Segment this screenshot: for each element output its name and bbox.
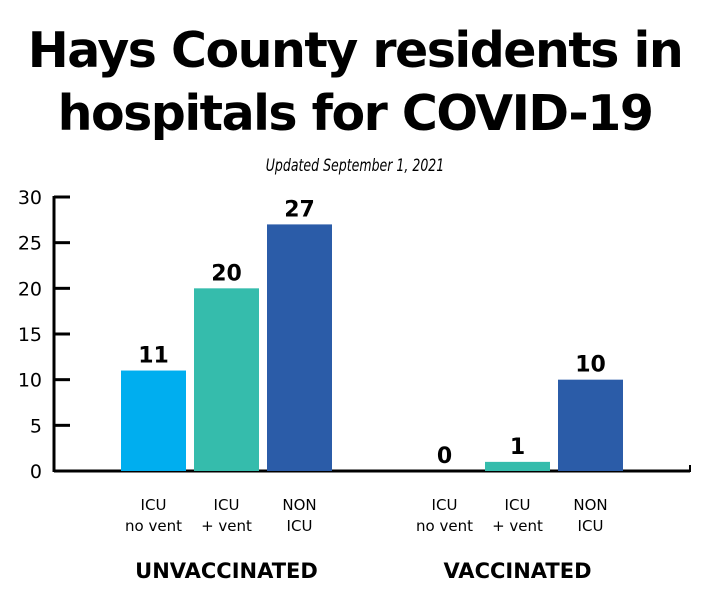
bar — [194, 288, 259, 471]
chart-title-line-2: hospitals for COVID-19 — [57, 85, 654, 142]
y-tick-label: 25 — [18, 233, 42, 255]
y-tick-label: 20 — [18, 278, 42, 300]
group-label: VACCINATED — [443, 559, 591, 583]
category-label-line-1: ICU — [141, 496, 167, 514]
category-label-line-1: ICU — [432, 496, 458, 514]
bar — [121, 370, 186, 471]
category-label-line-2: + vent — [201, 517, 252, 535]
y-tick-label: 5 — [30, 415, 42, 437]
bar-value-label: 10 — [575, 353, 606, 378]
bar — [485, 461, 550, 471]
y-tick-label: 10 — [18, 370, 42, 392]
bar — [558, 379, 623, 471]
bar-value-label: 11 — [138, 344, 169, 369]
y-tick-label: 15 — [18, 324, 42, 346]
chart-subtitle: Updated September 1, 2021 — [265, 156, 445, 176]
category-label-line-2: + vent — [492, 517, 543, 535]
category-label-line-1: ICU — [505, 496, 531, 514]
y-tick-label: 30 — [18, 187, 42, 209]
bar-value-label: 0 — [437, 444, 452, 469]
bar-value-label: 20 — [211, 261, 242, 286]
y-tick-label: 0 — [30, 461, 42, 483]
bar — [267, 224, 332, 471]
category-label-line-2: no vent — [416, 517, 473, 535]
bar-value-label: 1 — [510, 435, 525, 460]
category-label-line-1: ICU — [214, 496, 240, 514]
category-label-line-2: ICU — [578, 517, 604, 535]
group-label: UNVACCINATED — [135, 559, 318, 583]
category-label-line-1: NON — [573, 496, 607, 514]
category-label-line-2: ICU — [287, 517, 313, 535]
category-label-line-1: NON — [282, 496, 316, 514]
chart-title-line-1: Hays County residents in — [27, 22, 684, 79]
bar-value-label: 27 — [284, 197, 315, 222]
category-label-line-2: no vent — [125, 517, 182, 535]
